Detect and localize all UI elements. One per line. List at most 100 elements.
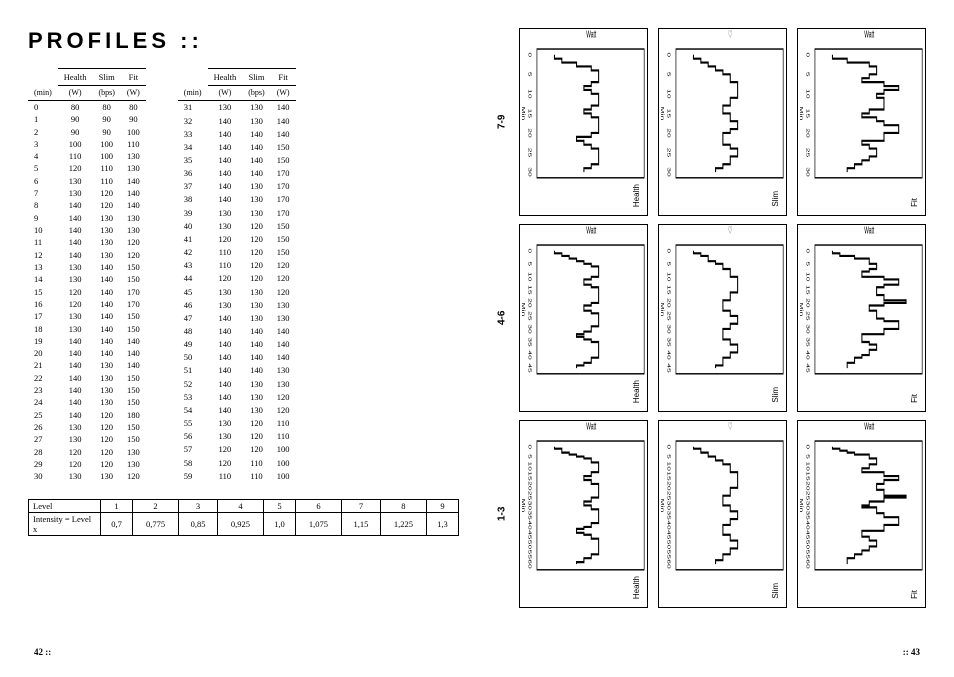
svg-text:30: 30 [666,324,670,334]
table-row: 55130120110 [178,417,296,430]
svg-text:30: 30 [527,167,531,177]
svg-text:60: 60 [805,559,809,569]
svg-text:10: 10 [805,89,809,99]
table-row: 53140130120 [178,390,296,403]
col-slim: Slim [92,69,120,86]
table-row: 44120120120 [178,272,296,285]
table-row: 41120120150 [178,233,296,246]
table-row: 14130140150 [28,273,146,285]
table-row: 1909090 [28,113,146,125]
table-row: 30130130120 [28,470,146,482]
svg-text:45: 45 [666,530,670,540]
svg-text:25: 25 [805,491,809,501]
table-row: 16120140170 [28,298,146,310]
svg-text:Min: Min [521,499,525,513]
svg-text:Watt: Watt [864,29,874,40]
svg-text:55: 55 [666,550,670,560]
table-row: 37140130170 [178,180,296,193]
table-row: 47140130130 [178,311,296,324]
table-row: 6130110140 [28,175,146,187]
table-row: 50140140140 [178,351,296,364]
svg-text:0: 0 [805,52,809,57]
svg-text:Min: Min [799,303,803,317]
svg-text:40: 40 [666,350,670,360]
table-row: 11140130120 [28,236,146,248]
chart-row-label: Fit [910,198,919,207]
svg-text:15: 15 [527,109,531,119]
svg-text:Min: Min [521,107,525,121]
page-number-right: :: 43 [903,647,920,657]
svg-text:45: 45 [527,363,531,373]
table-row: 18130140150 [28,323,146,335]
svg-text:15: 15 [527,471,531,481]
table-row: 32140130140 [178,114,296,127]
chart-7-9-fit: Fit 051015202530MinWatt [797,28,926,216]
svg-text:15: 15 [527,285,531,295]
svg-text:55: 55 [805,550,809,560]
table-row: 45130130120 [178,285,296,298]
svg-text:♡: ♡ [728,421,732,432]
table-row: 20140140140 [28,347,146,359]
svg-text:Watt: Watt [586,225,596,236]
table-row: 5120110130 [28,162,146,174]
svg-text:0: 0 [666,52,670,57]
intensity-row-label: Intensity = Level x [29,512,101,535]
charts-grid: 7-9 Health 051015202530MinWatt Slim 0510… [495,28,926,608]
chart-row-label: Fit [910,394,919,403]
svg-text:0: 0 [805,248,809,253]
table-row: 7130120140 [28,187,146,199]
profile-table-1: Health Slim Fit (min) (W) (bps) (W) 0808… [28,68,146,483]
svg-text:25: 25 [805,148,809,158]
page-title: PROFILES :: [28,28,459,54]
svg-text:45: 45 [527,530,531,540]
svg-text:10: 10 [666,272,670,282]
svg-text:5: 5 [805,454,809,459]
svg-text:0: 0 [666,248,670,253]
table-row: 54140130120 [178,404,296,417]
chart-row-label: Fit [910,590,919,599]
svg-text:5: 5 [666,261,670,266]
svg-text:5: 5 [666,72,670,77]
table-row: 51140140130 [178,364,296,377]
chart-4-6-health: Health 051015202530354045MinWatt [519,224,648,412]
table-row: 39130130170 [178,206,296,219]
table-row: 48140140140 [178,325,296,338]
table-row: 35140140150 [178,154,296,167]
table-row: 34140140150 [178,140,296,153]
svg-text:5: 5 [527,261,531,266]
chart-1-3-fit: Fit 051015202530354045505560MinWatt [797,420,926,608]
svg-text:35: 35 [805,510,809,520]
table-row: 31130130140 [178,100,296,114]
table-row: 27130120150 [28,433,146,445]
svg-text:50: 50 [527,540,531,550]
svg-text:Min: Min [799,499,803,513]
intensity-row-label: Level [29,499,101,512]
svg-text:5: 5 [527,454,531,459]
svg-text:15: 15 [805,285,809,295]
chart-1-3-slim: Slim 051015202530354045505560Min♡ [658,420,787,608]
chart-7-9-slim: Slim 051015202530Min♡ [658,28,787,216]
col-health: Health [58,69,93,86]
table-row: 23140130150 [28,384,146,396]
svg-text:10: 10 [527,272,531,282]
chart-row-label: Slim [771,583,780,599]
svg-text:25: 25 [527,311,531,321]
left-page: PROFILES :: Health Slim Fit (min) (W) (b… [0,0,477,677]
chart-row-label: Slim [771,191,780,207]
svg-text:30: 30 [666,501,670,511]
svg-text:20: 20 [805,481,809,491]
chart-row-label: Health [632,184,641,207]
table-row: 15120140170 [28,286,146,298]
svg-text:Min: Min [799,107,803,121]
svg-text:5: 5 [805,72,809,77]
table-row: 42110120150 [178,246,296,259]
table-row: 38140130170 [178,193,296,206]
svg-text:25: 25 [666,148,670,158]
svg-text:5: 5 [527,72,531,77]
svg-text:15: 15 [805,471,809,481]
profile-tables: Health Slim Fit (min) (W) (bps) (W) 0808… [28,68,459,483]
svg-text:15: 15 [666,471,670,481]
svg-text:20: 20 [527,298,531,308]
svg-text:10: 10 [805,462,809,472]
svg-text:10: 10 [666,462,670,472]
